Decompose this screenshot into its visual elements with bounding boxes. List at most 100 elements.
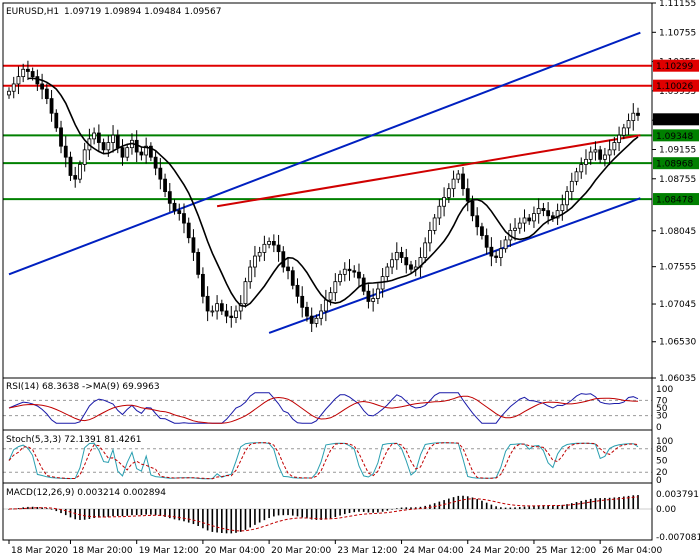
macd-histogram-bar	[291, 508, 294, 516]
macd-histogram-bar	[391, 508, 393, 510]
macd-histogram-bar	[566, 504, 568, 509]
bull-candle	[371, 298, 376, 302]
macd-histogram-bar	[244, 508, 247, 530]
macd-histogram-bar	[334, 508, 337, 517]
price-tick-label: 1.09155	[659, 145, 696, 155]
bear-candle	[167, 191, 172, 204]
bear-candle	[475, 215, 480, 228]
macd-histogram-bar	[239, 508, 242, 532]
bull-candle	[602, 154, 607, 160]
bull-candle	[267, 241, 272, 245]
bull-candle	[522, 217, 527, 224]
bull-candle	[456, 173, 461, 180]
macd-histogram-bar	[343, 508, 346, 515]
bear-candle	[40, 83, 45, 90]
macd-histogram-bar	[88, 508, 91, 519]
macd-histogram-bar	[580, 500, 583, 509]
bear-candle	[120, 147, 125, 158]
macd-histogram-bar	[277, 508, 280, 516]
bull-candle	[319, 310, 324, 319]
macd-histogram-bar	[627, 495, 630, 509]
macd-histogram-bar	[296, 508, 299, 517]
time-tick-label: 24 Mar 04:00	[404, 546, 464, 556]
macd-histogram-bar	[599, 498, 601, 509]
macd-histogram-bar	[396, 508, 398, 509]
macd-histogram-bar	[329, 508, 332, 519]
macd-histogram-bar	[542, 505, 545, 509]
bull-candle	[257, 251, 262, 257]
bull-candle	[144, 145, 149, 156]
bear-candle	[465, 188, 470, 202]
bull-candle	[607, 149, 612, 156]
macd-histogram-bar	[362, 508, 365, 512]
price-tick-label: 1.08755	[659, 175, 696, 185]
macd-histogram-bar	[471, 497, 474, 509]
bull-candle	[125, 147, 130, 158]
rsi-tick-label: 100	[656, 385, 673, 395]
bear-candle	[347, 268, 352, 272]
macd-histogram-bar	[282, 508, 285, 516]
bear-candle	[404, 257, 409, 266]
macd-histogram-bar	[410, 507, 412, 509]
macd-histogram-bar	[537, 505, 540, 509]
macd-tick-label: 0.00	[656, 505, 676, 515]
macd-histogram-bar	[310, 508, 313, 520]
level-price-tag	[653, 193, 699, 206]
bull-candle	[11, 83, 16, 92]
macd-histogram-bar	[466, 496, 469, 509]
macd-histogram-bar	[55, 508, 58, 512]
stoch-tick-label: 100	[656, 437, 673, 447]
macd-histogram-bar	[552, 505, 554, 509]
macd-histogram-bar	[168, 508, 171, 519]
bear-candle	[201, 273, 205, 297]
level-price-tag	[653, 157, 699, 170]
bear-candle	[115, 134, 120, 149]
macd-histogram-bar	[504, 507, 507, 509]
macd-histogram-bar	[358, 508, 360, 512]
bull-candle	[532, 213, 536, 222]
macd-histogram-bar	[31, 506, 34, 509]
bull-candle	[536, 208, 541, 214]
ohlc-label: 1.09719 1.09894 1.09484 1.09567	[64, 7, 221, 17]
bull-candle	[451, 178, 456, 190]
macd-histogram-bar	[27, 506, 29, 509]
bear-candle	[73, 175, 78, 180]
bull-candle	[253, 255, 257, 268]
bear-candle	[134, 139, 139, 153]
axis-layer: 1.111551.107551.103551.099551.095551.091…	[8, 0, 700, 556]
macd-histogram-bar	[131, 508, 133, 516]
bear-candle	[182, 213, 186, 224]
macd-histogram-bar	[140, 508, 143, 516]
bear-candle	[636, 112, 640, 116]
macd-histogram-bar	[164, 508, 166, 517]
macd-histogram-bar	[509, 507, 512, 509]
macd-histogram-bar	[150, 508, 152, 515]
macd-histogram-bar	[192, 508, 195, 525]
bear-candle	[352, 270, 357, 273]
macd-histogram-bar	[268, 508, 270, 519]
bull-candle	[21, 68, 26, 78]
macd-histogram-bar	[495, 506, 497, 509]
level-price-label: 1.10299	[656, 62, 693, 72]
bear-candle	[153, 156, 158, 169]
macd-histogram-bar	[339, 508, 341, 516]
macd-histogram-bar	[381, 508, 384, 512]
macd-histogram-bar	[570, 503, 573, 509]
moving-average-line	[27, 77, 639, 308]
bear-candle	[309, 315, 314, 324]
macd-histogram-bar	[8, 508, 10, 510]
level-price-label: 1.08968	[656, 160, 693, 170]
price-tick-label: 1.06035	[659, 374, 696, 384]
level-price-label: 1.09348	[656, 132, 693, 142]
bull-candle	[584, 158, 588, 165]
macd-histogram-bar	[500, 507, 502, 509]
current-price-label: 1.09567	[656, 116, 693, 126]
macd-histogram-bar	[533, 505, 535, 509]
bear-candle	[177, 210, 182, 214]
bull-candle	[428, 230, 432, 244]
macd-histogram-bar	[589, 498, 592, 509]
bull-candle	[588, 151, 593, 160]
bull-candle	[498, 248, 503, 258]
macd-histogram-bar	[145, 508, 147, 515]
bull-candle	[243, 281, 248, 305]
